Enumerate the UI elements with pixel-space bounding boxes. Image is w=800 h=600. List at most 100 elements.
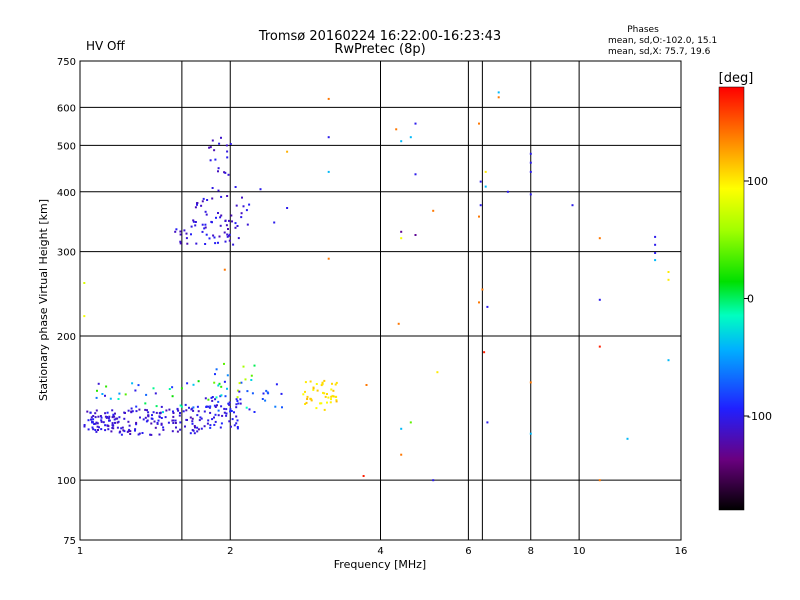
data-point	[101, 393, 104, 395]
data-point	[228, 239, 231, 242]
plot-frame	[79, 60, 682, 541]
data-point	[236, 389, 239, 392]
data-point	[362, 475, 365, 477]
data-point	[208, 146, 211, 149]
data-point	[152, 387, 155, 390]
data-point	[109, 397, 112, 400]
data-point	[138, 432, 141, 435]
data-point	[107, 428, 110, 431]
x-tick-labels: 1 2 4 6 8 10 16	[77, 546, 688, 557]
data-point	[185, 409, 188, 412]
data-point	[478, 122, 480, 125]
data-point	[135, 405, 138, 408]
data-point	[95, 430, 98, 433]
data-point	[245, 406, 248, 409]
data-point	[223, 268, 226, 271]
data-point	[235, 204, 238, 207]
data-point	[220, 405, 223, 408]
data-point	[196, 203, 198, 206]
data-point	[214, 406, 217, 408]
data-point	[139, 416, 141, 419]
data-point	[114, 412, 116, 415]
data-point	[191, 429, 194, 431]
data-point	[598, 237, 601, 240]
data-point	[149, 433, 152, 436]
data-point	[234, 226, 237, 229]
data-point	[202, 197, 205, 200]
data-point	[151, 417, 154, 420]
data-point	[116, 417, 119, 420]
data-point	[87, 428, 90, 431]
data-point	[114, 421, 116, 424]
data-point	[486, 421, 489, 424]
data-point	[310, 399, 313, 402]
data-point	[131, 382, 134, 385]
data-point	[312, 387, 315, 390]
x-tick-label: 10	[573, 546, 586, 557]
y-tick-label: 100	[57, 476, 76, 487]
data-point	[192, 219, 195, 222]
data-point	[145, 420, 148, 423]
data-point	[117, 398, 120, 400]
data-point	[598, 345, 601, 348]
data-point	[262, 392, 265, 395]
data-point	[237, 402, 240, 405]
data-point	[227, 402, 230, 405]
data-point	[319, 402, 322, 405]
data-point	[397, 322, 400, 325]
data-point	[323, 379, 326, 382]
data-point	[130, 407, 133, 410]
data-point	[400, 453, 403, 456]
data-point	[227, 228, 229, 230]
data-point	[176, 407, 179, 410]
data-point	[94, 412, 97, 415]
data-point	[654, 252, 657, 254]
data-point	[220, 136, 222, 139]
data-point	[228, 233, 231, 236]
data-point	[220, 214, 223, 217]
data-point	[200, 204, 203, 207]
data-point	[315, 383, 318, 385]
data-point	[236, 426, 239, 428]
data-point	[112, 427, 115, 430]
data-point	[113, 415, 116, 418]
data-point	[92, 415, 95, 417]
data-point	[192, 409, 195, 412]
data-point	[216, 404, 218, 407]
data-point	[229, 425, 232, 428]
data-point	[127, 430, 130, 433]
data-point	[436, 371, 439, 374]
data-point	[97, 429, 99, 431]
data-point	[105, 385, 108, 388]
data-point	[199, 416, 202, 419]
data-point	[104, 412, 107, 415]
data-point	[207, 398, 210, 401]
data-point	[91, 426, 94, 429]
data-point	[209, 411, 212, 414]
phases-title: Phases	[627, 25, 659, 35]
data-point	[326, 401, 328, 404]
data-point	[194, 224, 197, 227]
data-point	[147, 415, 150, 418]
data-point	[236, 419, 239, 422]
data-point	[91, 420, 93, 423]
data-point	[213, 149, 216, 152]
data-point	[184, 425, 186, 428]
data-point	[100, 428, 103, 431]
data-point	[104, 429, 107, 432]
data-point	[246, 223, 249, 226]
data-point	[196, 426, 199, 429]
data-point	[274, 405, 277, 408]
data-point	[204, 397, 207, 400]
data-point	[218, 235, 221, 238]
data-point	[157, 419, 160, 422]
data-point	[152, 411, 155, 414]
data-point	[153, 420, 156, 423]
data-point	[667, 271, 670, 273]
data-point	[225, 414, 228, 417]
data-point	[108, 415, 111, 418]
data-point	[323, 392, 326, 395]
data-point	[228, 403, 231, 406]
data-point	[213, 381, 216, 384]
data-point	[179, 233, 182, 236]
